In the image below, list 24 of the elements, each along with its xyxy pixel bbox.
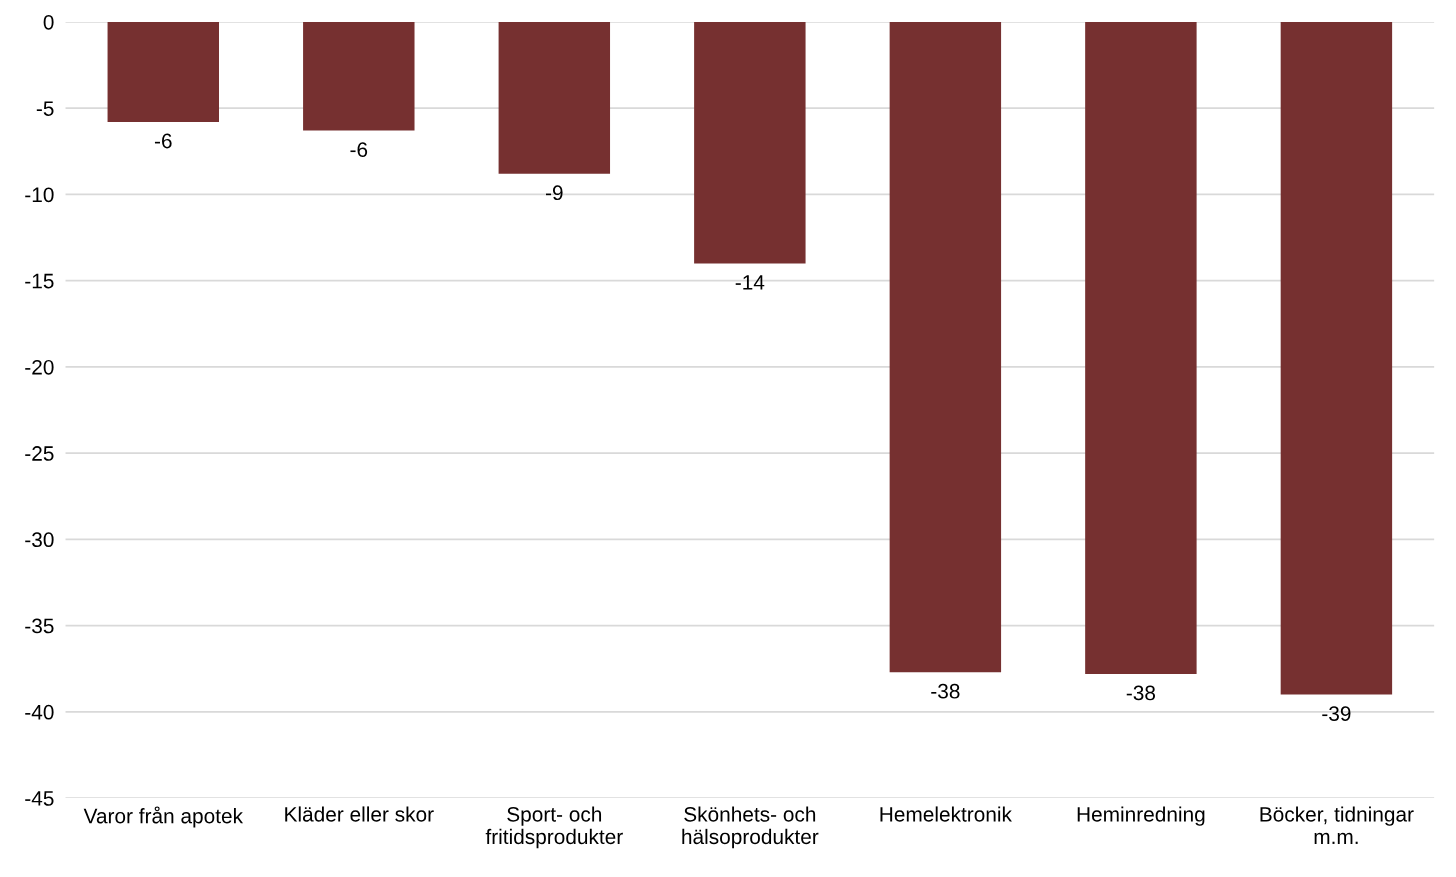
y-tick-label: -40 <box>25 704 54 720</box>
data-label: -6 <box>154 133 172 149</box>
x-tick-label: Böcker, tidningar m.m. <box>1260 806 1414 844</box>
y-tick-label: -30 <box>25 532 54 548</box>
y-tick-label: -15 <box>25 273 54 289</box>
x-tick-label: Kläder eller skor <box>285 806 434 822</box>
x-tick-label: Skönhets- och hälsoprodukter <box>682 806 819 849</box>
data-label: -9 <box>545 185 563 201</box>
data-label: -6 <box>350 142 368 157</box>
y-tick-label: -10 <box>25 187 54 203</box>
data-label: -39 <box>1322 706 1351 721</box>
x-tick-label: Heminredning <box>1077 806 1205 826</box>
y-tick-label: -20 <box>25 359 54 375</box>
y-tick-label: -5 <box>36 101 54 116</box>
x-tick-label: Hemelektronik <box>880 806 1012 822</box>
y-tick-label: -45 <box>25 791 54 806</box>
data-label: -14 <box>735 275 765 290</box>
x-tick-label: Sport- och fritidsprodukter <box>485 806 623 849</box>
data-label: -38 <box>1126 685 1156 701</box>
y-tick-label: -25 <box>25 446 54 461</box>
y-tick-label: -35 <box>25 618 54 634</box>
data-label: -38 <box>931 683 960 699</box>
y-tick-label: 0 <box>43 14 54 30</box>
x-tick-label: Varor från apotek <box>83 806 244 828</box>
